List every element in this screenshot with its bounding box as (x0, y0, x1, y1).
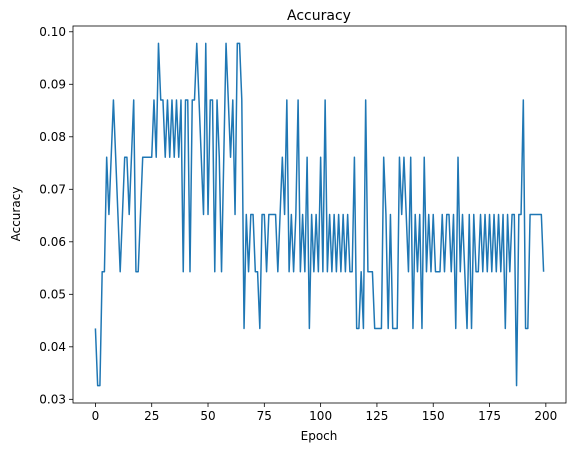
y-tick-label: 0.10 (39, 25, 66, 39)
x-tick-label: 25 (144, 409, 159, 423)
y-axis-label: Accuracy (9, 187, 23, 242)
data-line (94, 42, 545, 387)
y-tick-label: 0.08 (39, 130, 66, 144)
x-tick-label: 125 (365, 409, 388, 423)
x-axis-label: Epoch (301, 429, 338, 443)
x-tick-label: 175 (478, 409, 501, 423)
y-tick-label: 0.05 (39, 287, 66, 301)
axes-frame (72, 25, 567, 404)
x-tick-label: 150 (422, 409, 445, 423)
x-tick-label: 75 (257, 409, 272, 423)
x-tick-label: 0 (92, 409, 100, 423)
y-tick-label: 0.04 (39, 340, 66, 354)
y-tick-label: 0.09 (39, 77, 66, 91)
x-tick-label: 200 (534, 409, 557, 423)
y-tick-label: 0.07 (39, 182, 66, 196)
y-tick-label: 0.03 (39, 392, 66, 406)
x-tick-label: 100 (309, 409, 332, 423)
x-tick-label: 50 (200, 409, 215, 423)
y-tick-label: 0.06 (39, 235, 66, 249)
chart-title: Accuracy (287, 8, 351, 24)
